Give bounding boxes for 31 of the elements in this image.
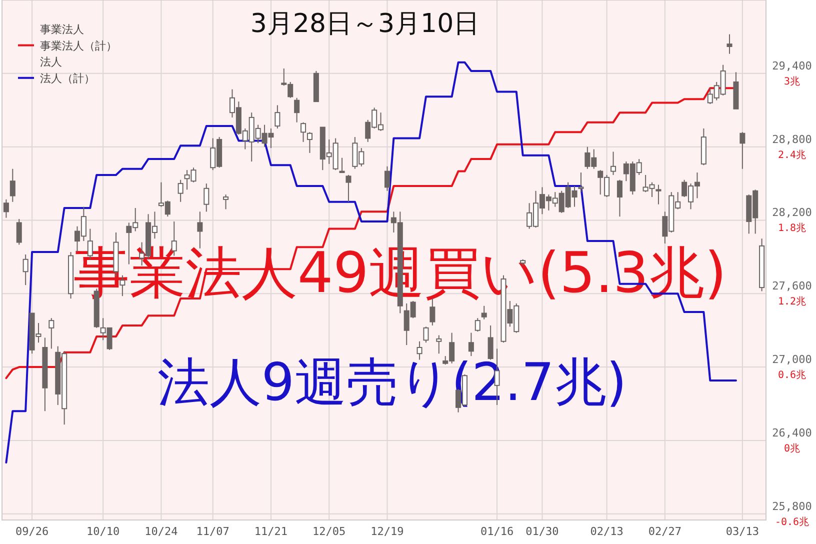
x-tick-label: 11/07 bbox=[196, 525, 230, 538]
legend-label: 法人（計） bbox=[40, 72, 95, 85]
x-tick-label: 02/27 bbox=[648, 525, 682, 538]
y-tick-label: 25,800 bbox=[772, 500, 812, 513]
x-tick-label: 09/26 bbox=[15, 525, 49, 538]
y2-tick-label: 0兆 bbox=[784, 442, 800, 454]
y-tick-label: 29,400 bbox=[772, 59, 812, 72]
y-tick-label: 28,200 bbox=[772, 206, 812, 220]
y2-tick-label: 0.6兆 bbox=[778, 369, 806, 382]
x-tick-label: 02/13 bbox=[590, 525, 624, 538]
text: 事業法人 bbox=[40, 23, 84, 36]
y2-tick-label: 1.2兆 bbox=[778, 296, 806, 308]
x-tick-label: 10/24 bbox=[144, 525, 178, 538]
y2-tick-label: 3兆 bbox=[784, 75, 800, 88]
y2-tick-label: -0.6兆 bbox=[774, 516, 810, 528]
y-tick-label: 27,000 bbox=[772, 353, 812, 366]
y2-tick-label: 2.4兆 bbox=[778, 148, 806, 161]
x-tick-label: 01/16 bbox=[480, 525, 514, 538]
x-tick-label: 03/13 bbox=[726, 525, 759, 538]
x-tick-label: 10/10 bbox=[86, 525, 120, 538]
y-tick-label: 26,400 bbox=[772, 426, 812, 440]
y2-tick-label: 1.8兆 bbox=[778, 222, 806, 234]
x-tick-label: 12/05 bbox=[312, 525, 346, 538]
x-tick-label: 12/19 bbox=[370, 525, 404, 538]
text: 法人 bbox=[40, 56, 62, 69]
x-tick-label: 11/21 bbox=[254, 525, 288, 538]
chart-title: 3月28日～3月10日 bbox=[250, 9, 480, 39]
x-tick-label: 01/30 bbox=[526, 525, 559, 538]
y-tick-label: 28,800 bbox=[772, 132, 812, 146]
legend-label: 事業法人（計） bbox=[40, 39, 117, 52]
y-tick-label: 27,600 bbox=[772, 280, 812, 293]
